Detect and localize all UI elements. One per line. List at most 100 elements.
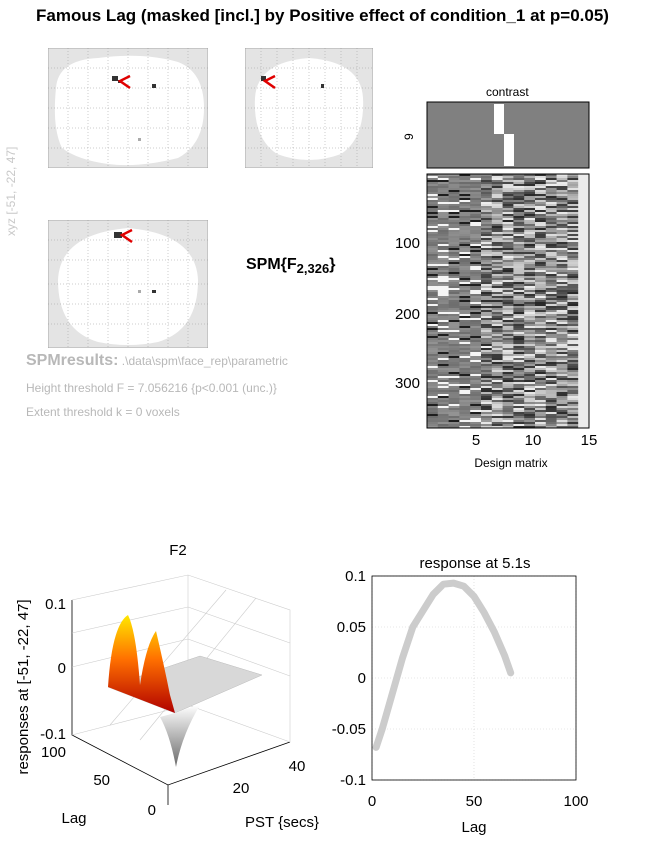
design-matrix-cell xyxy=(437,384,449,387)
design-matrix-cell xyxy=(567,312,579,315)
design-matrix-cell xyxy=(578,280,590,283)
design-matrix-cell xyxy=(459,416,471,419)
design-matrix-cell xyxy=(502,376,514,379)
design-matrix-cell xyxy=(437,266,449,269)
design-matrix-cell xyxy=(524,222,536,225)
glass-brain-coronal[interactable] xyxy=(245,48,373,168)
design-matrix-cell xyxy=(545,238,557,241)
design-matrix-cell xyxy=(535,424,547,427)
design-matrix-cell xyxy=(459,410,471,413)
design-matrix-cell xyxy=(491,322,503,325)
design-matrix-cell xyxy=(427,410,439,413)
design-matrix-cell xyxy=(502,340,514,343)
design-matrix-cell xyxy=(459,236,471,239)
line-chart[interactable]: response at 5.1s 0.10.050-0.05-0.1 0 50 10… xyxy=(320,550,610,850)
design-matrix-cell xyxy=(481,404,493,407)
surface-ztick-2: -0.1 xyxy=(40,726,66,743)
design-matrix-cell xyxy=(524,208,536,211)
design-matrix-cell xyxy=(567,384,579,387)
design-matrix-cell xyxy=(556,228,568,231)
design-matrix-cell xyxy=(535,212,547,215)
design-matrix-cell xyxy=(578,192,590,195)
design-matrix-cell xyxy=(556,214,568,217)
design-matrix-cell xyxy=(427,276,439,279)
design-matrix-cell xyxy=(448,416,460,419)
design-matrix-cell xyxy=(535,380,547,383)
design-matrix-cell xyxy=(513,228,525,231)
design-matrix-cell xyxy=(448,420,460,423)
design-matrix-cell xyxy=(567,218,579,221)
design-matrix-cell xyxy=(437,278,449,281)
design-matrix-cell xyxy=(556,218,568,221)
design-matrix-cell xyxy=(513,376,525,379)
design-matrix-cell xyxy=(567,382,579,385)
design-matrix-cell xyxy=(491,300,503,303)
design-matrix-cell xyxy=(470,378,482,381)
design-matrix-cell xyxy=(437,242,449,245)
design-matrix-cell xyxy=(545,252,557,255)
design-matrix-cell xyxy=(459,222,471,225)
design-matrix-cell xyxy=(578,336,590,339)
contrast-panel[interactable]: 9 xyxy=(395,100,605,170)
design-matrix-cell xyxy=(502,408,514,411)
design-matrix-cell xyxy=(578,390,590,393)
glass-brain-sagittal[interactable] xyxy=(48,48,208,168)
design-matrix-cell xyxy=(556,388,568,391)
design-matrix-cell xyxy=(535,264,547,267)
design-matrix-cell xyxy=(535,338,547,341)
design-matrix-cell xyxy=(578,362,590,365)
design-matrix-cell xyxy=(556,392,568,395)
design-matrix-cell xyxy=(491,208,503,211)
design-matrix-cell xyxy=(437,178,449,181)
design-matrix-cell xyxy=(556,230,568,233)
design-matrix-cell xyxy=(535,268,547,271)
design-matrix-cell xyxy=(481,264,493,267)
line-chart-ytick: 0.05 xyxy=(337,619,366,636)
design-matrix-cell xyxy=(556,182,568,185)
design-matrix-cell xyxy=(556,226,568,229)
design-matrix-cell xyxy=(567,212,579,215)
surface-chart[interactable]: F2 0.1 0 -0.1 100 50 0 20 40 Lag PST {se… xyxy=(0,535,340,835)
design-matrix-cell xyxy=(535,332,547,335)
design-matrix-cell xyxy=(502,366,514,369)
design-matrix-cell xyxy=(459,312,471,315)
design-matrix-cell xyxy=(545,178,557,181)
design-matrix-cell xyxy=(556,384,568,387)
design-matrix-cell xyxy=(535,394,547,397)
glass-brain-axial[interactable] xyxy=(48,220,208,348)
design-matrix-cell xyxy=(535,192,547,195)
design-matrix-cell xyxy=(513,292,525,295)
design-matrix-cell xyxy=(502,422,514,425)
design-matrix-cell xyxy=(459,220,471,223)
design-matrix-cell xyxy=(427,212,439,215)
design-matrix-cell xyxy=(437,180,449,183)
design-matrix-cell xyxy=(578,292,590,295)
design-matrix-cell xyxy=(524,258,536,261)
design-matrix-cell xyxy=(427,356,439,359)
design-matrix-cell xyxy=(556,350,568,353)
design-matrix-cell xyxy=(502,266,514,269)
design-matrix-cell xyxy=(481,312,493,315)
design-matrix-cell xyxy=(502,324,514,327)
design-matrix-cell xyxy=(481,300,493,303)
design-matrix-cell xyxy=(491,340,503,343)
design-matrix-cell xyxy=(578,188,590,191)
design-matrix-cell xyxy=(578,190,590,193)
design-matrix-cell xyxy=(567,244,579,247)
design-matrix-cell xyxy=(459,316,471,319)
design-matrix-cell xyxy=(502,292,514,295)
design-matrix-cell xyxy=(448,258,460,261)
design-matrix-cell xyxy=(524,236,536,239)
design-matrix-cell xyxy=(567,188,579,191)
design-matrix-cell xyxy=(481,250,493,253)
design-matrix-plot[interactable]: 100 200 300 5 10 15 Design matrix xyxy=(380,172,620,472)
design-matrix-cell xyxy=(535,354,547,357)
design-matrix-cell xyxy=(427,194,439,197)
design-matrix-cell xyxy=(427,336,439,339)
design-matrix-cell xyxy=(448,424,460,427)
design-matrix-cell xyxy=(470,380,482,383)
design-matrix-cell xyxy=(524,394,536,397)
design-matrix-cell xyxy=(427,408,439,411)
design-matrix-cell xyxy=(578,178,590,181)
design-matrix-cell xyxy=(567,364,579,367)
